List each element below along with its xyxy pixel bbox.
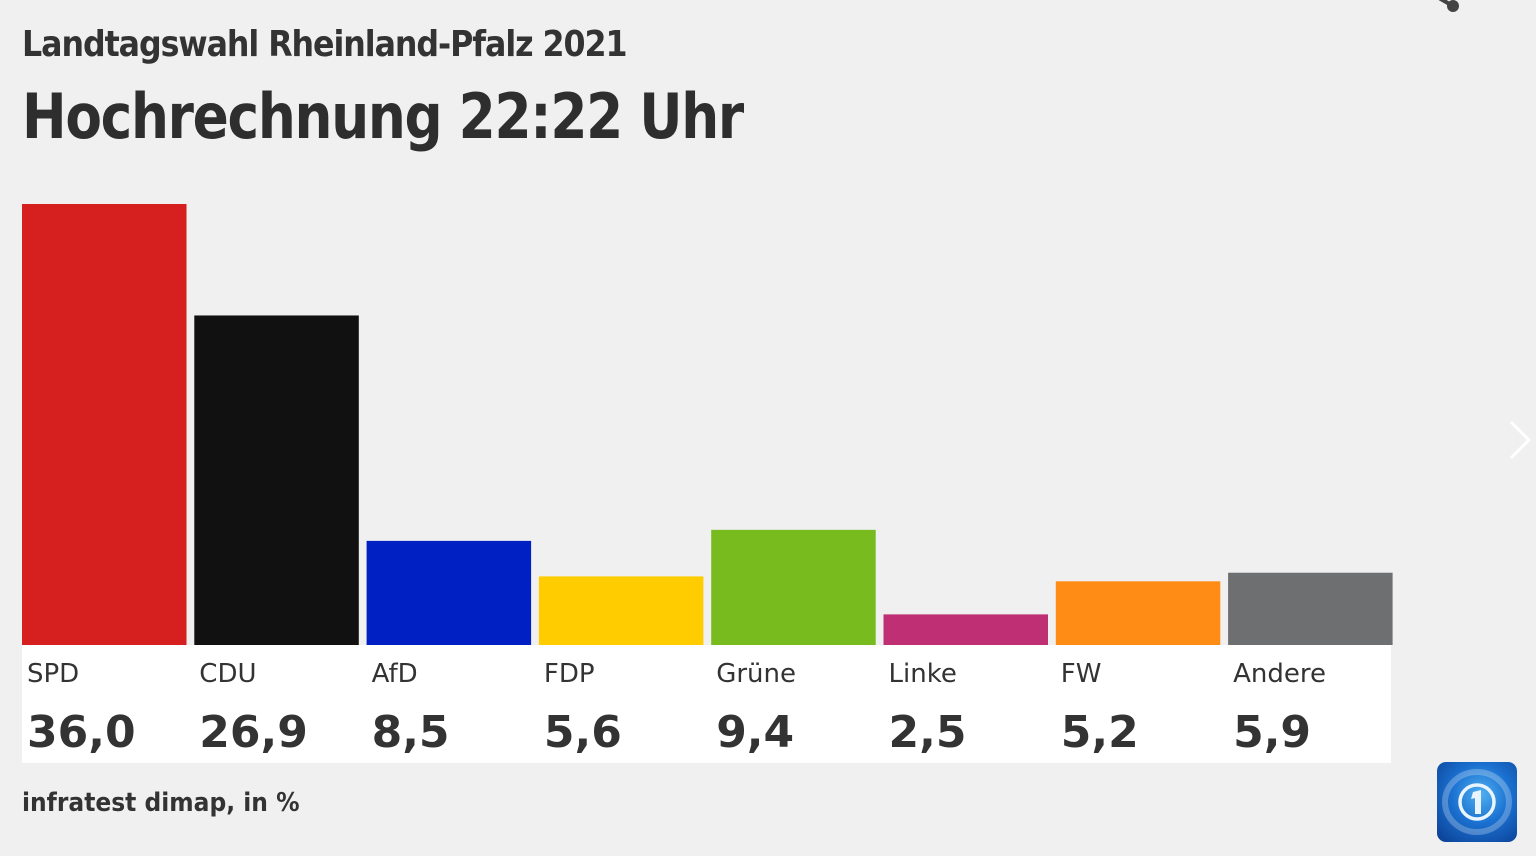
- value-label: 2,5: [889, 707, 967, 758]
- value-label: 9,4: [716, 707, 794, 758]
- value-label: 5,9: [1233, 707, 1311, 758]
- category-label: Andere: [1233, 659, 1326, 689]
- chevron-right-icon[interactable]: [1505, 418, 1535, 466]
- bar-cdu: [194, 315, 359, 645]
- source-note: infratest dimap, in %: [22, 788, 300, 818]
- value-label: 5,6: [544, 707, 622, 758]
- value-label: 36,0: [27, 707, 136, 758]
- share-icon[interactable]: [1420, 0, 1470, 26]
- label-panel: [22, 645, 1391, 763]
- ard-tagesschau-logo-icon[interactable]: [1437, 762, 1517, 842]
- bar-andere: [1228, 572, 1393, 645]
- category-label: Linke: [889, 659, 957, 689]
- bar-afd: [366, 540, 532, 645]
- bar-linke: [883, 614, 1048, 645]
- category-label: CDU: [199, 659, 256, 689]
- bar-fw: [1055, 581, 1221, 645]
- bar-fdp: [538, 576, 704, 645]
- value-label: 26,9: [199, 707, 308, 758]
- value-label: 8,5: [372, 707, 450, 758]
- category-label: FDP: [544, 659, 595, 689]
- category-label: Grüne: [716, 659, 796, 689]
- bar-grne: [711, 529, 876, 645]
- category-label: SPD: [27, 659, 79, 689]
- category-label: AfD: [372, 659, 418, 689]
- value-label: 5,2: [1061, 707, 1139, 758]
- chart-subtitle: Landtagswahl Rheinland-Pfalz 2021: [22, 24, 627, 65]
- bar-spd: [22, 204, 187, 645]
- chart-title: Hochrechnung 22:22 Uhr: [22, 80, 744, 153]
- category-label: FW: [1061, 659, 1102, 689]
